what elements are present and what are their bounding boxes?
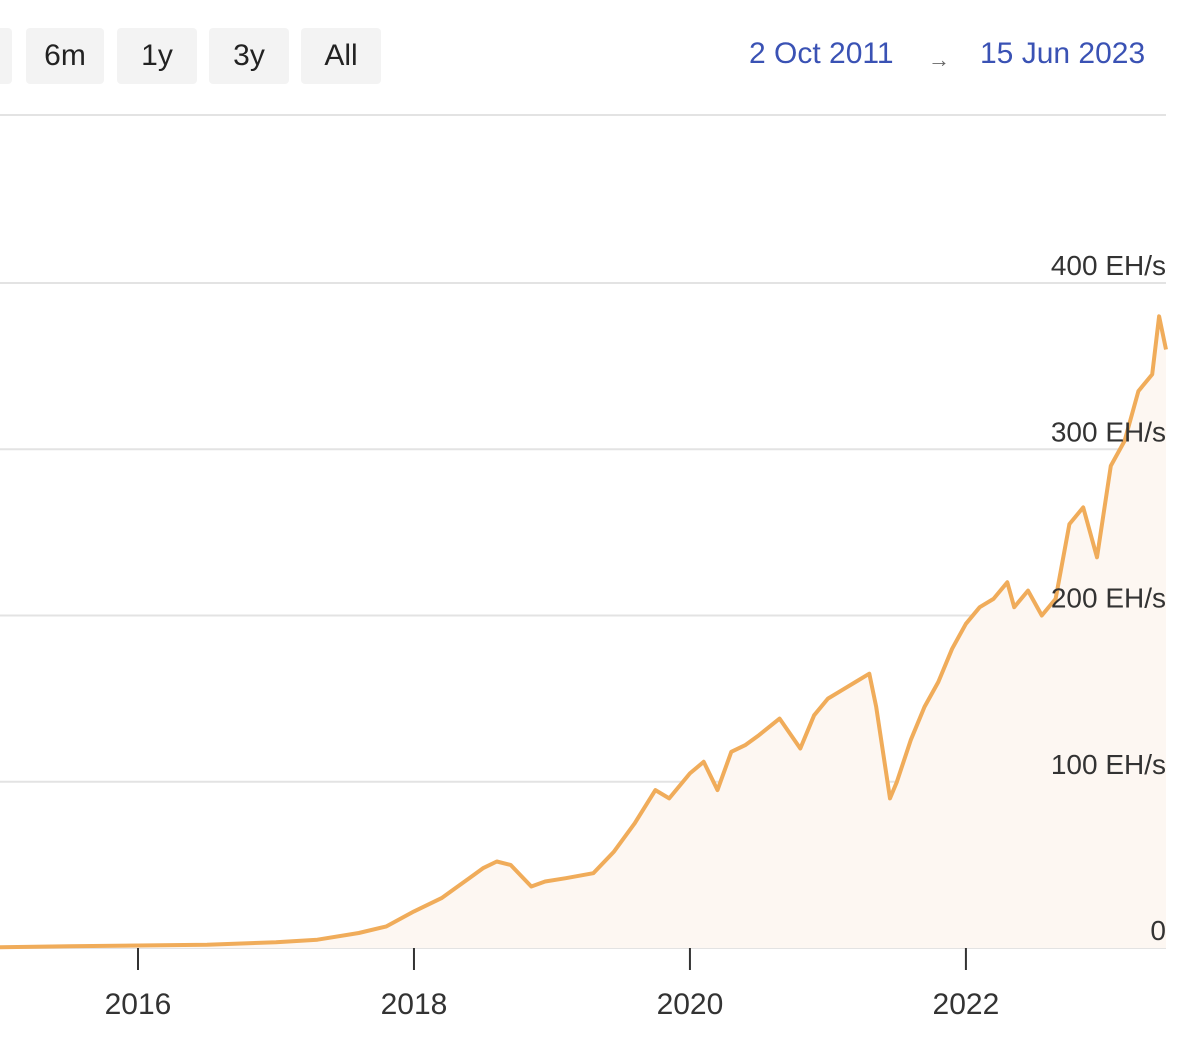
y-tick-label: 0	[1150, 915, 1166, 946]
y-tick-label: 400 EH/s	[1051, 250, 1166, 281]
range-button-partial[interactable]	[0, 28, 12, 84]
range-button-1y[interactable]: 1y	[117, 28, 197, 84]
x-tick-label: 2016	[105, 988, 172, 1021]
x-tick-label: 2022	[933, 988, 1000, 1021]
y-tick-label: 100 EH/s	[1051, 749, 1166, 780]
arrow-right-icon: →	[928, 47, 950, 72]
y-tick-label: 300 EH/s	[1051, 416, 1166, 447]
date-range-end[interactable]: 15 Jun 2023	[980, 37, 1146, 70]
x-tick-label: 2018	[381, 988, 448, 1021]
y-tick-label: 200 EH/s	[1051, 583, 1166, 614]
x-tick-label: 2020	[657, 988, 724, 1021]
range-button-all[interactable]: All	[301, 28, 381, 84]
series-area	[0, 316, 1166, 948]
range-button-3y[interactable]: 3y	[209, 28, 289, 84]
range-button-6m[interactable]: 6m	[26, 28, 104, 84]
series-line	[0, 314, 1168, 950]
x-axis: 2016 2018 2020 2022	[105, 948, 1000, 1021]
date-range-start[interactable]: 2 Oct 2011	[749, 37, 894, 70]
y-axis: 0 100 EH/s 200 EH/s 300 EH/s 400 EH/s	[1051, 250, 1166, 946]
